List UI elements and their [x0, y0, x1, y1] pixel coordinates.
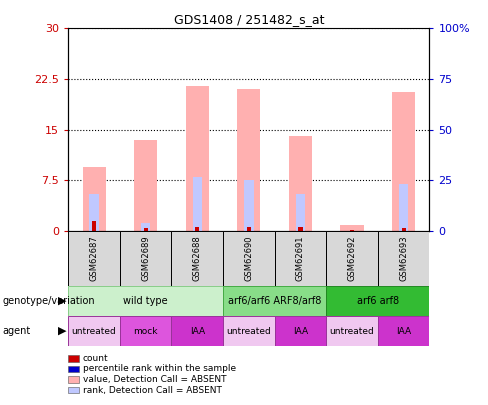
- Bar: [186, 86, 209, 231]
- Bar: [68, 286, 223, 316]
- Text: mock: mock: [133, 326, 158, 336]
- Bar: [237, 89, 261, 231]
- Text: untreated: untreated: [330, 326, 374, 336]
- Bar: [402, 228, 406, 231]
- Text: percentile rank within the sample: percentile rank within the sample: [83, 364, 236, 373]
- Text: IAA: IAA: [293, 326, 308, 336]
- Bar: [120, 316, 171, 346]
- Bar: [378, 231, 429, 286]
- Bar: [82, 167, 106, 231]
- Text: untreated: untreated: [72, 326, 117, 336]
- Text: GSM62690: GSM62690: [244, 235, 253, 281]
- Text: value, Detection Call = ABSENT: value, Detection Call = ABSENT: [83, 375, 226, 384]
- Text: agent: agent: [2, 326, 31, 336]
- Bar: [89, 194, 99, 231]
- Bar: [399, 183, 408, 231]
- Text: GSM62688: GSM62688: [193, 235, 202, 281]
- Bar: [223, 286, 326, 316]
- Bar: [134, 140, 157, 231]
- Bar: [120, 231, 171, 286]
- Bar: [171, 316, 223, 346]
- Bar: [195, 227, 200, 231]
- Text: arf6/arf6 ARF8/arf8: arf6/arf6 ARF8/arf8: [228, 296, 322, 306]
- Bar: [247, 227, 251, 231]
- Bar: [244, 180, 254, 231]
- Text: ▶: ▶: [58, 326, 67, 336]
- Text: GSM62693: GSM62693: [399, 235, 408, 281]
- Bar: [275, 231, 326, 286]
- Text: IAA: IAA: [396, 326, 411, 336]
- Bar: [223, 316, 275, 346]
- Bar: [341, 226, 364, 231]
- Bar: [193, 177, 202, 231]
- Text: GSM62689: GSM62689: [141, 235, 150, 281]
- Text: IAA: IAA: [190, 326, 205, 336]
- Text: untreated: untreated: [226, 326, 271, 336]
- Text: ▶: ▶: [58, 296, 67, 305]
- Bar: [289, 136, 312, 231]
- Bar: [68, 231, 120, 286]
- Bar: [141, 223, 150, 231]
- Bar: [143, 228, 148, 231]
- Bar: [223, 231, 275, 286]
- Bar: [92, 221, 96, 231]
- Bar: [350, 230, 354, 231]
- Bar: [326, 231, 378, 286]
- Title: GDS1408 / 251482_s_at: GDS1408 / 251482_s_at: [174, 13, 324, 26]
- Bar: [275, 316, 326, 346]
- Text: GSM62691: GSM62691: [296, 235, 305, 281]
- Bar: [378, 316, 429, 346]
- Text: GSM62687: GSM62687: [90, 235, 99, 281]
- Text: genotype/variation: genotype/variation: [2, 296, 95, 305]
- Bar: [171, 231, 223, 286]
- Bar: [326, 286, 429, 316]
- Bar: [326, 316, 378, 346]
- Bar: [298, 228, 303, 231]
- Bar: [296, 194, 305, 231]
- Text: arf6 arf8: arf6 arf8: [357, 296, 399, 306]
- Text: GSM62692: GSM62692: [347, 235, 357, 281]
- Bar: [392, 92, 415, 231]
- Text: wild type: wild type: [123, 296, 168, 306]
- Text: count: count: [83, 354, 109, 363]
- Text: rank, Detection Call = ABSENT: rank, Detection Call = ABSENT: [83, 386, 222, 394]
- Bar: [68, 316, 120, 346]
